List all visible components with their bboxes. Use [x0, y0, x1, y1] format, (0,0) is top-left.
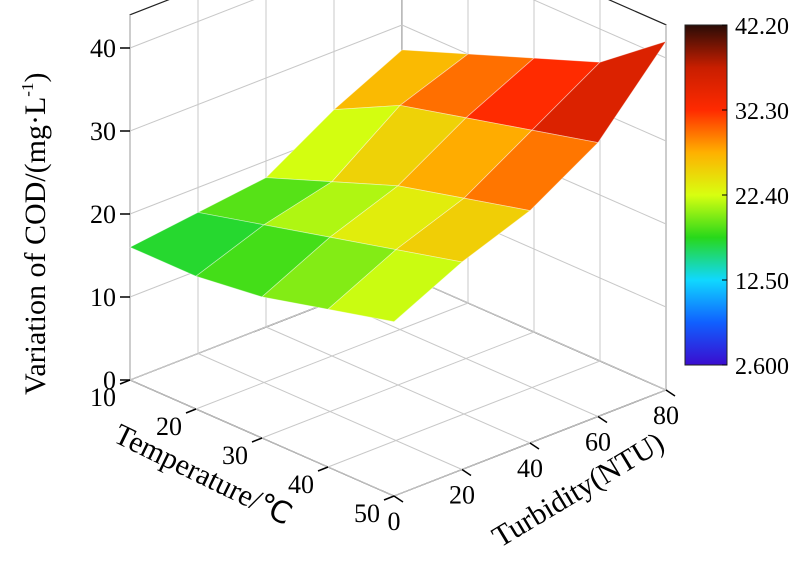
z-tick-label: 20	[90, 200, 116, 229]
wall-grid-z-right	[401, 273, 667, 391]
x-tick-mark	[317, 466, 329, 472]
y-tick-mark	[529, 442, 540, 450]
z-tick-label: 10	[90, 283, 116, 312]
z-tick-label: 0	[103, 366, 116, 395]
z-axis-label: Variation of COD/(mg·L-1)	[18, 73, 52, 395]
x-tick-label: 10	[90, 383, 116, 412]
y-tick-label: 0	[388, 507, 401, 536]
x-tick-label: 50	[354, 499, 380, 528]
y-tick-label: 40	[517, 454, 543, 483]
z-axis-label-close: )	[19, 73, 52, 83]
x-tick-mark	[383, 495, 395, 501]
colorbar-tick-label: 12.50	[735, 269, 789, 295]
colorbar-tick-label: 32.30	[735, 99, 789, 125]
y-tick-label: 60	[585, 428, 611, 457]
wall-grid-z-right	[532, 0, 667, 59]
colorbar	[684, 24, 728, 366]
y-tick-mark	[393, 495, 404, 503]
x-tick-labels: 10 20 30 40 50	[90, 379, 395, 528]
floor-grid-turb	[197, 353, 463, 470]
surface-patch	[327, 249, 463, 323]
z-tick-label: 40	[90, 34, 116, 63]
y-tick-labels: 0 20 40 60 80	[388, 389, 679, 536]
x-tick-label: 40	[288, 470, 314, 499]
z-axis-label-main: Variation of COD/(mg·L	[19, 97, 52, 395]
floor-grid-turb	[333, 300, 599, 417]
floor-grid-turb	[265, 326, 531, 444]
z-tick-labels: 0 10 20 30 40	[90, 34, 130, 395]
wall-grid-z-left	[129, 0, 255, 49]
y-tick-label: 20	[449, 481, 475, 510]
wall-grid-z-left	[129, 24, 403, 132]
colorbar-tick-label: 22.40	[735, 184, 789, 210]
y-tick-mark	[665, 389, 676, 397]
z-axis-label-sup: -1	[18, 83, 37, 97]
x-tick-label: 30	[222, 441, 248, 470]
colorbar-tick-label: 2.600	[735, 354, 789, 380]
x-tick-mark	[251, 437, 263, 443]
colorbar-tick-label: 42.20	[735, 14, 789, 40]
y-tick-mark	[461, 468, 472, 477]
z-tick-label: 30	[90, 117, 116, 146]
x-tick-label: 20	[156, 412, 182, 441]
colorbar-tick-labels: 42.20 32.30 22.40 12.50 2.600	[722, 14, 789, 380]
y-tick-label: 80	[653, 401, 679, 430]
surface-mesh	[129, 40, 667, 323]
y-tick-mark	[597, 415, 608, 424]
x-tick-mark	[185, 408, 197, 414]
